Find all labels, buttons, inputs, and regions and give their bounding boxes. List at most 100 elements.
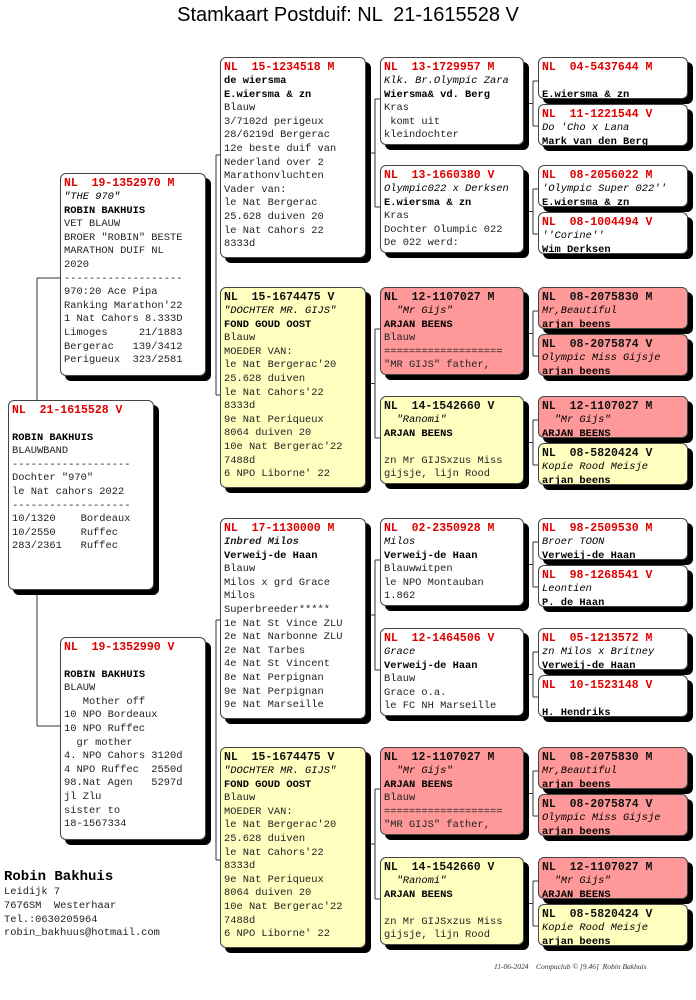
pigeon-info-line: le Nat Bergerac'20 [224, 359, 337, 372]
pigeon-info-line: zn Milos x Britney [542, 646, 655, 658]
pigeon-card-great-grandparent[interactable]: NL 12-1107027 M "Mr Gijs" ARJAN BEENS Blau… [380, 747, 524, 835]
pigeon-info-line: Dochter Olumpic 022 [384, 223, 503, 236]
pigeon-info-line [12, 418, 150, 432]
pigeon-info-line: komt uit [384, 115, 441, 128]
pigeon-card-great-grandparent[interactable]: NL 13-1729957 M Klk. Br.Olympic Zara Wiers… [380, 57, 524, 145]
pigeon-info-line: le Nat Bergerac [224, 197, 318, 210]
pigeon-card-great-grandparent[interactable]: NL 14-1542660 V "Ranomi" ARJAN BEENS zn Mr… [380, 857, 524, 945]
pigeon-info-line: 970:20 Ace Pipa [64, 286, 158, 299]
ring-number: NL 08-2075830 M [542, 751, 653, 764]
pigeon-info-line: "Mr Gijs" [384, 765, 453, 777]
pigeon-card-great-great-grandparent[interactable]: NL 04-5437644 M E.wiersma & zn [538, 57, 688, 99]
pigeon-info-line: 2e Nat Narbonne ZLU [224, 631, 343, 644]
ring-number: NL 08-2056022 M [542, 169, 653, 182]
pigeon-info-line: 2e Nat Tarbes [224, 644, 306, 657]
pigeon-info-line: Kras [384, 102, 409, 115]
pigeon-card-great-great-grandparent[interactable]: NL 08-2075830 M Mr,Beautiful arjan beens [538, 287, 688, 329]
pigeon-info-line: ARJAN BEENS [384, 318, 453, 331]
ring-number: NL 12-1107027 M [542, 400, 653, 413]
pigeon-info-line: sister to [64, 804, 121, 817]
pigeon-info-line: arjan beens [542, 365, 611, 376]
pigeon-card-great-great-grandparent[interactable]: NL 08-5820424 V Kopie Rood Meisje arjan be… [538, 443, 688, 485]
pigeon-card-great-great-grandparent[interactable]: NL 08-2075830 M Mr,Beautiful arjan beens [538, 747, 688, 789]
pigeon-card-great-great-grandparent[interactable]: NL 08-2056022 M 'Olympic Super 022'' E.wie… [538, 165, 688, 207]
pigeon-info-line: ------------------- [12, 458, 131, 471]
pigeon-info-line: 3/7102d perigeux [224, 115, 324, 128]
pigeon-card-great-grandparent[interactable]: NL 02-2350928 M Milos Verweij-de Haan Blauw… [380, 518, 524, 606]
pigeon-card-subject[interactable]: NL 21-1615528 V ROBIN BAKHUIS BLAUWBAND ---… [8, 400, 154, 590]
ring-number: NL 11-1221544 V [542, 108, 653, 121]
pigeon-card-great-great-grandparent[interactable]: NL 11-1221544 V Do 'Cho x Lana Mark van de… [538, 104, 688, 146]
ring-number: NL 08-1004494 V [542, 216, 653, 229]
pigeon-info-line: Verweij-de Haan [542, 659, 636, 670]
pigeon-card-great-great-grandparent[interactable]: NL 98-2509530 M Broer TOON Verweij-de Haan [538, 518, 688, 560]
pigeon-info-line: "Mr Gijs" [542, 414, 611, 426]
owner-city: 7676SM Westerhaar [4, 899, 117, 912]
pigeon-info-line: ARJAN BEENS [384, 888, 453, 901]
ring-number: NL 13-1729957 M [384, 61, 495, 74]
pigeon-card-sire[interactable]: NL 19-1352970 M "THE 970" ROBIN BAKHUIS VET… [60, 173, 206, 376]
ring-number: NL 05-1213572 M [542, 632, 653, 645]
ring-number: NL 21-1615528 V [12, 404, 123, 417]
pigeon-info-line: E.wiersma & zn [224, 88, 312, 101]
pigeon-info-line: Leontien [542, 583, 592, 595]
pigeon-info-line: Mother off [64, 695, 146, 708]
pigeon-info-line: Milos [384, 536, 416, 548]
pigeon-info-line: Broer TOON [542, 536, 605, 548]
footer-credits: 11-06-2024 Compuclub © [9.46] Robin Bakh… [494, 962, 647, 971]
pigeon-info-line: le FC NH Marseille [384, 700, 497, 713]
pigeon-card-great-great-grandparent[interactable]: NL 10-1523148 V H. Hendriks [538, 675, 688, 717]
pigeon-info-line: 18-1567334 [64, 818, 127, 831]
pigeon-card-dam[interactable]: NL 19-1352990 V ROBIN BAKHUIS BLAUW Mother… [60, 637, 206, 840]
pigeon-info-line: 9e Nat Periqueux [224, 413, 324, 426]
ring-number: NL 12-1107027 M [384, 751, 495, 764]
pigeon-card-great-great-grandparent[interactable]: NL 08-2075874 V Olympic Miss Gijsje arjan … [538, 334, 688, 376]
pigeon-card-great-grandparent[interactable]: NL 12-1464506 V Grace Verweij-de Haan Blauw… [380, 628, 524, 716]
pigeon-info-line: =================== [384, 805, 503, 818]
pigeon-info-line: ARJAN BEENS [384, 778, 453, 791]
pigeon-info-line: ROBIN BAKHUIS [12, 431, 94, 444]
pigeon-info-line: Olympic022 x Derksen [384, 183, 509, 195]
pigeon-info-line: Blauw [384, 673, 416, 686]
pigeon-card-great-grandparent[interactable]: NL 13-1660380 V Olympic022 x Derksen E.wie… [380, 165, 524, 253]
pigeon-card-great-great-grandparent[interactable]: NL 08-2075874 V Olympic Miss Gijsje arjan … [538, 794, 688, 836]
pigeon-card-great-great-grandparent[interactable]: NL 08-1004494 V ''Corine'' Wim Derksen [538, 212, 688, 254]
pigeon-info-line: Dochter "970" [12, 472, 94, 485]
pigeon-card-grandparent[interactable]: NL 17-1130000 M Inbred Milos Verweij-de Ha… [220, 518, 366, 719]
pigeon-info-line: Milos x grd Grace [224, 576, 331, 589]
pigeon-info-line: de wiersma [224, 75, 287, 87]
ring-number: NL 02-2350928 M [384, 522, 495, 535]
pigeon-info-line: 6 NPO Liborne' 22 [224, 468, 331, 481]
pigeon-info-line: Nederland over 2 [224, 156, 324, 169]
pigeon-info-line: De 022 werd: [384, 237, 459, 250]
ring-number: NL 08-2075874 V [542, 338, 653, 351]
pigeon-info-line: 28/6219d Bergerac [224, 129, 331, 142]
pigeon-card-great-grandparent[interactable]: NL 12-1107027 M "Mr Gijs" ARJAN BEENS Blau… [380, 287, 524, 375]
pigeon-info-line [64, 655, 202, 669]
pigeon-card-great-great-grandparent[interactable]: NL 12-1107027 M "Mr Gijs" ARJAN BEENS [538, 396, 688, 438]
pigeon-card-great-great-grandparent[interactable]: NL 98-1268541 V Leontien P. de Haan [538, 565, 688, 607]
pigeon-info-line: Limoges 21/1883 [64, 326, 183, 339]
pigeon-info-line: Milos [224, 590, 256, 603]
owner-email[interactable]: robin_bakhuus@hotmail.com [4, 927, 160, 940]
pigeon-info-line: Kopie Rood Meisje [542, 461, 649, 473]
pigeon-info-line: Klk. Br.Olympic Zara [384, 75, 509, 87]
pigeon-card-great-grandparent[interactable]: NL 14-1542660 V "Ranomi" ARJAN BEENS zn Mr… [380, 396, 524, 484]
pigeon-info-line: arjan beens [542, 778, 611, 789]
pigeon-info-line: "THE 970" [64, 191, 121, 203]
pigeon-info-line: 10 NPO Bordeaux [64, 709, 158, 722]
pigeon-info-line: le Nat Cahors 22 [224, 224, 324, 237]
pigeon-card-grandparent[interactable]: NL 15-1674475 V "DOCHTER MR. GIJS" FOND GO… [220, 747, 366, 948]
pigeon-info-line: BLAUWBAND [12, 445, 69, 458]
pigeon-card-grandparent[interactable]: NL 15-1674475 V "DOCHTER MR. GIJS" FOND GO… [220, 287, 366, 488]
pigeon-info-line: 8e Nat Perpignan [224, 671, 324, 684]
pigeon-info-line: Mark van den Berg [542, 135, 649, 146]
pigeon-info-line: ROBIN BAKHUIS [64, 668, 146, 681]
pigeon-card-great-great-grandparent[interactable]: NL 08-5820424 V Kopie Rood Meisje arjan be… [538, 904, 688, 946]
pigeon-info-line: "Mr Gijs" [384, 305, 453, 317]
pigeon-info-line: 7488d [224, 454, 256, 467]
pigeon-card-great-great-grandparent[interactable]: NL 12-1107027 M "Mr Gijs" ARJAN BEENS [538, 857, 688, 899]
pigeon-info-line: 8333d [224, 238, 256, 251]
